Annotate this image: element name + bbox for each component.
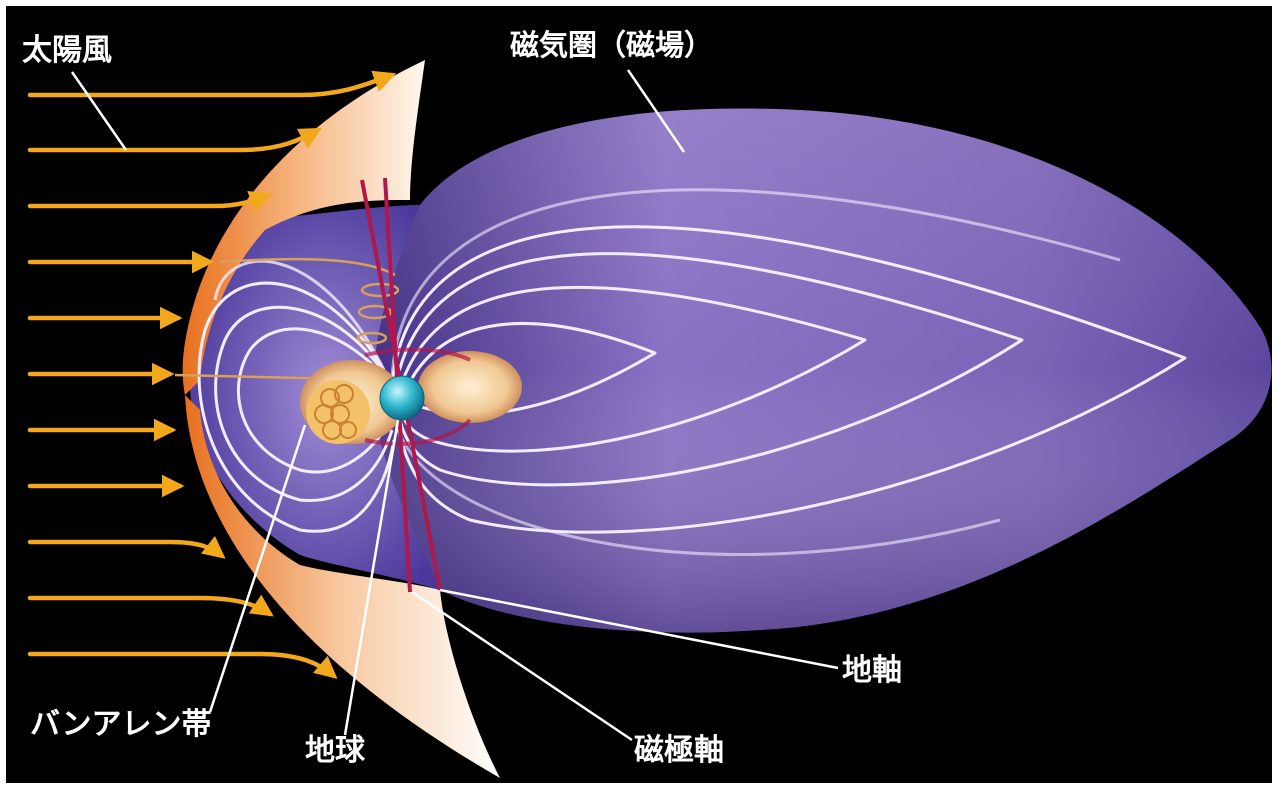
solar-wind-arrow-icon (27, 190, 273, 212)
leader-earth (343, 419, 400, 736)
leader-van-allen-belt (208, 424, 307, 713)
label-earth: 地球 (305, 733, 366, 768)
leader-lines (70, 69, 839, 742)
solar-wind-arrow-icon (27, 127, 322, 153)
label-solar-wind: 太陽風 (22, 33, 112, 68)
solar-wind-arrow-icon (27, 594, 274, 617)
solar-wind-arrows (27, 70, 397, 679)
leader-magnetic-axis (411, 590, 633, 742)
solar-wind-arrow-icon (27, 70, 397, 98)
solar-wind-arrow-icon (27, 651, 338, 679)
label-van-allen-belt: バンアレン帯 (30, 707, 212, 742)
earth-icon (379, 375, 425, 421)
leader-solar-wind (70, 71, 128, 151)
solar-wind-arrow-icon (27, 535, 226, 559)
van-allen-belt (300, 347, 522, 446)
leader-earth-axis (439, 588, 839, 670)
bow-shock-top (182, 60, 425, 395)
label-magnetic-axis: 磁極軸 (634, 733, 724, 768)
leader-magnetosphere (626, 69, 686, 153)
label-magnetosphere: 磁気圏（磁場） (510, 28, 713, 62)
bow-shock-bottom (185, 395, 500, 778)
label-earth-axis: 地軸 (842, 653, 902, 688)
